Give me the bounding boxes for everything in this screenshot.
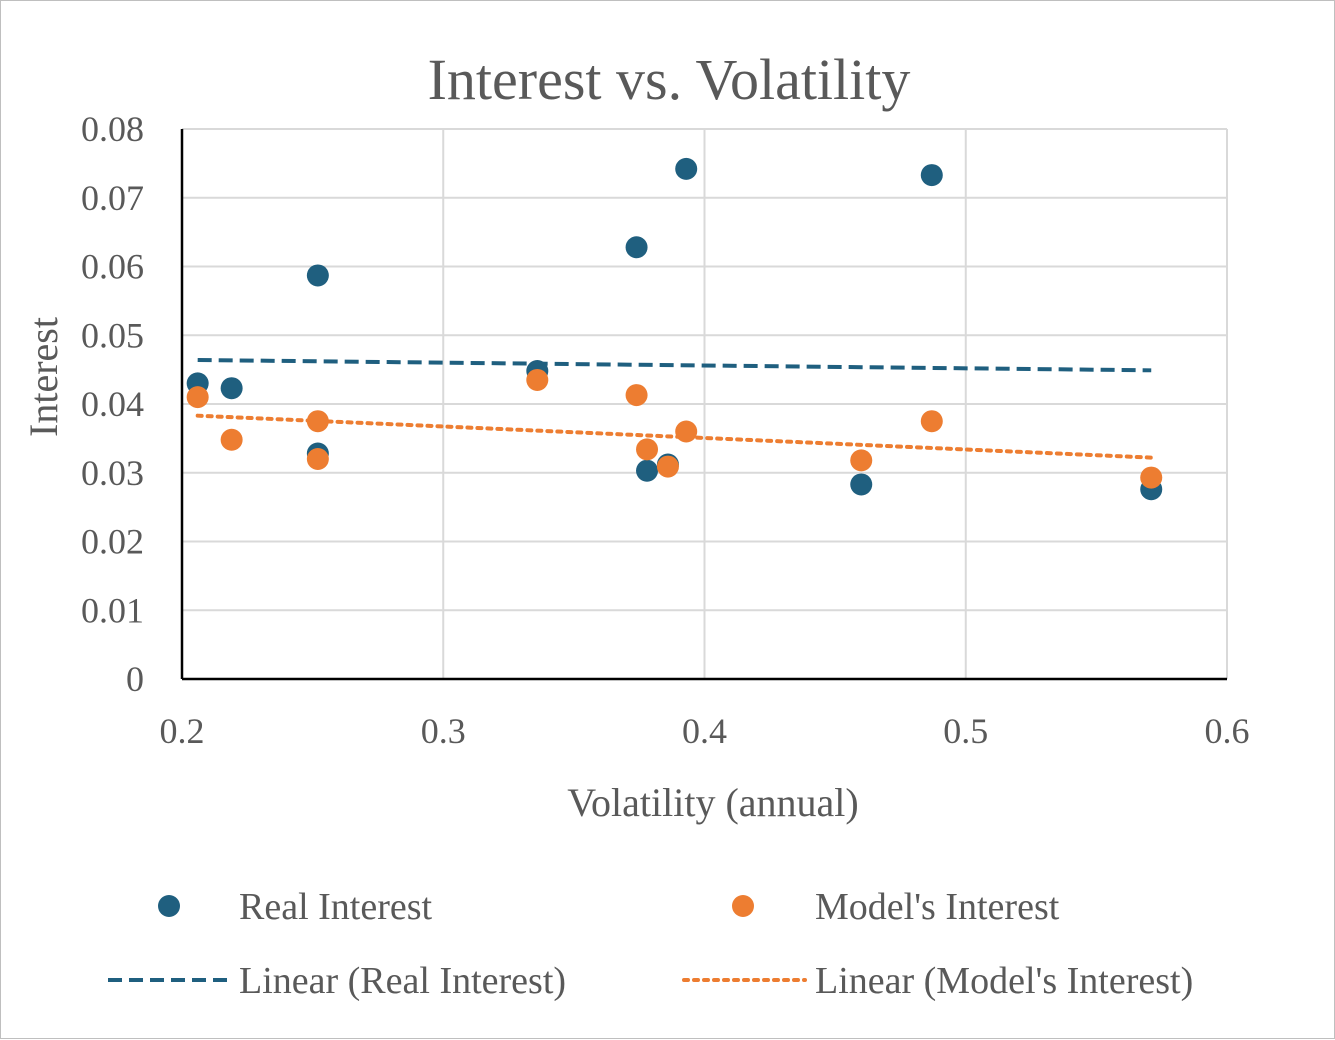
real-interest-point — [636, 459, 659, 482]
x-axis-label: Volatility (annual) — [567, 780, 858, 825]
y-tick-label: 0.01 — [81, 590, 144, 630]
models-interest-point — [1140, 466, 1163, 489]
models-interest-point — [220, 428, 243, 451]
legend: Real Interest Model's Interest Linear (R… — [108, 886, 1193, 1002]
real-interest-point — [306, 264, 329, 287]
real-interest-point — [675, 157, 698, 180]
x-tick-label: 0.6 — [1205, 711, 1250, 751]
trendline-real-interest — [197, 358, 1152, 373]
y-tick-label: 0 — [126, 659, 144, 699]
axes — [180, 129, 1227, 681]
y-axis-label: Interest — [21, 317, 66, 437]
legend-label-real-trend: Linear (Real Interest) — [239, 960, 566, 1002]
x-tick-label: 0.5 — [943, 711, 988, 751]
y-tick-label: 0.04 — [81, 384, 144, 424]
chart-title: Interest vs. Volatility — [428, 47, 911, 112]
y-tick-label: 0.03 — [81, 453, 144, 493]
data-points — [186, 157, 1163, 501]
legend-marker-models-interest — [732, 895, 754, 917]
real-interest-point — [920, 164, 943, 187]
y-tick-label: 0.08 — [81, 109, 144, 149]
models-interest-point — [625, 384, 648, 407]
y-tick-label: 0.06 — [81, 247, 144, 287]
y-tick-label: 0.02 — [81, 522, 144, 562]
tick-labels: 0 0.01 0.02 0.03 0.04 0.05 0.06 0.07 0.08 0.2 0.3 0… — [81, 109, 1250, 751]
gridlines — [182, 128, 1228, 679]
models-interest-point — [636, 438, 659, 461]
x-tick-label: 0.2 — [160, 711, 205, 751]
models-interest-point — [675, 420, 698, 443]
x-tick-label: 0.4 — [682, 711, 727, 751]
models-interest-point — [920, 410, 943, 433]
real-interest-point — [220, 377, 243, 400]
trendlines — [195, 358, 1154, 460]
models-interest-point — [526, 368, 549, 391]
legend-label-models-interest: Model's Interest — [815, 886, 1060, 928]
y-tick-label: 0.05 — [81, 315, 144, 355]
real-interest-point — [625, 236, 648, 259]
legend-label-real-interest: Real Interest — [239, 886, 433, 928]
x-tick-label: 0.3 — [421, 711, 466, 751]
legend-marker-real-interest — [158, 895, 180, 917]
models-interest-point — [656, 455, 679, 478]
y-tick-label: 0.07 — [81, 178, 144, 218]
legend-label-model-trend: Linear (Model's Interest) — [815, 960, 1193, 1002]
models-interest-point — [306, 410, 329, 433]
real-interest-point — [850, 473, 873, 496]
models-interest-point — [186, 386, 209, 409]
trendline-models-interest — [195, 413, 1154, 460]
models-interest-point — [850, 449, 873, 472]
models-interest-point — [306, 448, 329, 470]
